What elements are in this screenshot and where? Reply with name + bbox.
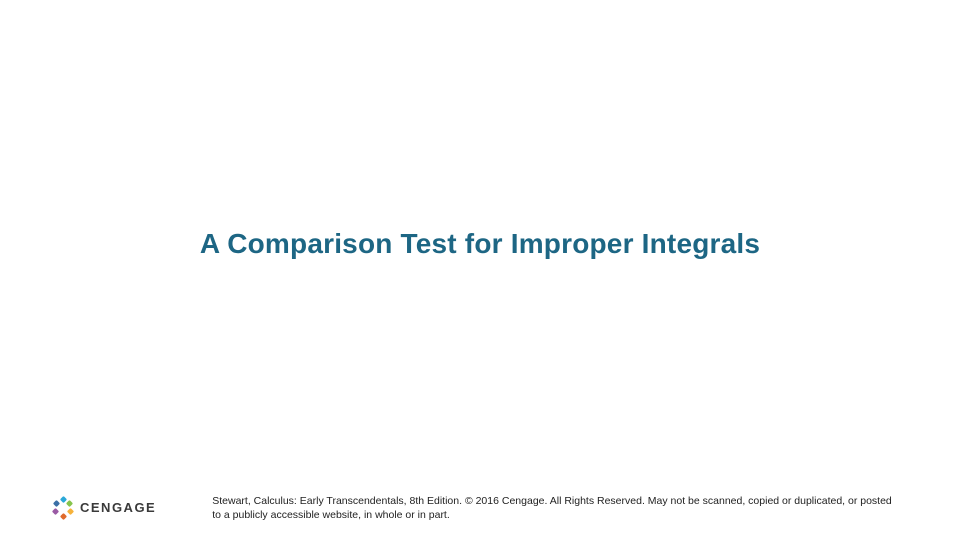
brand-logo-icon — [52, 497, 74, 519]
logo-dot — [67, 508, 74, 515]
brand-name: CENGAGE — [80, 500, 156, 515]
brand-logo: CENGAGE — [52, 497, 156, 519]
logo-dot — [66, 500, 73, 507]
slide: A Comparison Test for Improper Integrals… — [0, 0, 960, 540]
logo-dot — [52, 508, 59, 515]
logo-dot — [53, 500, 60, 507]
logo-dot — [59, 513, 66, 520]
slide-title: A Comparison Test for Improper Integrals — [0, 228, 960, 260]
footer: CENGAGE Stewart, Calculus: Early Transce… — [0, 494, 960, 522]
logo-dot — [59, 496, 66, 503]
copyright-text: Stewart, Calculus: Early Transcendentals… — [212, 494, 902, 522]
